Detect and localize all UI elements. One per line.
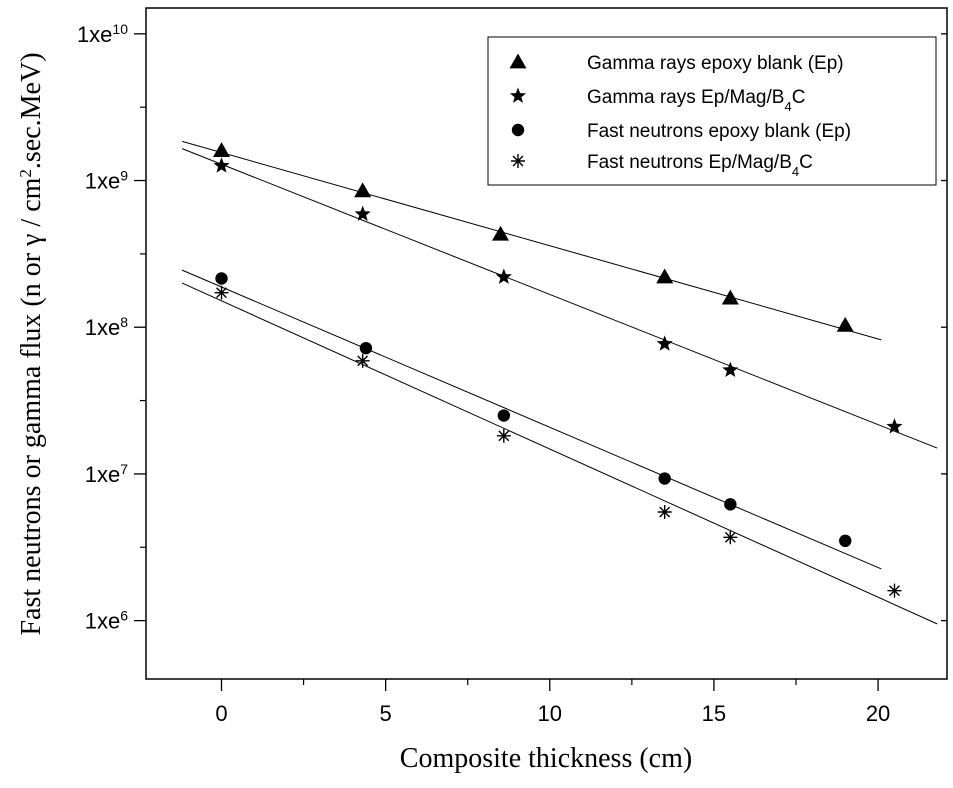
data-point-s1-2 xyxy=(354,182,372,198)
data-point-s4-4 xyxy=(657,505,672,520)
data-point-s4-6 xyxy=(887,583,902,598)
data-point-s3-4 xyxy=(658,472,671,485)
data-point-s1-5 xyxy=(721,289,739,305)
x-axis: 0 5 10 15 20 xyxy=(215,679,890,726)
y-tick-label: 1xe8 xyxy=(85,314,128,340)
x-tick-label: 10 xyxy=(538,701,562,726)
legend-marker-2 xyxy=(509,87,527,103)
legend-marker-3 xyxy=(511,123,525,137)
fit-line-3 xyxy=(181,269,882,570)
legend-label-1: Gamma rays epoxy blank (Ep) xyxy=(587,53,844,74)
legend-label-3: Fast neutrons epoxy blank (Ep) xyxy=(587,121,851,142)
x-tick-label: 5 xyxy=(380,701,392,726)
y-tick-label: 1xe10 xyxy=(77,21,128,47)
data-point-s2-5 xyxy=(722,361,739,377)
x-tick-label: 0 xyxy=(215,701,227,726)
data-point-s2-2 xyxy=(354,205,371,222)
data-point-s1-6 xyxy=(836,316,854,332)
x-tick-label: 15 xyxy=(702,701,726,726)
data-point-s3-2 xyxy=(359,341,373,355)
fit-lines xyxy=(181,140,938,625)
legend: Gamma rays epoxy blank (Ep) Gamma rays Ep… xyxy=(487,36,937,186)
y-axis: 1xe6 1xe7 1xe8 1xe9 1xe10 xyxy=(77,21,947,634)
data-point-s4-3 xyxy=(496,428,511,443)
data-point-s2-3 xyxy=(495,268,512,284)
data-point-s3-3 xyxy=(497,409,511,422)
fit-line-1 xyxy=(181,140,882,341)
data-point-s4-5 xyxy=(723,530,738,545)
plot-frame xyxy=(145,7,948,680)
data-point-s2-4 xyxy=(656,335,673,351)
data-point-s1-4 xyxy=(656,268,674,284)
data-point-s3-6 xyxy=(839,534,852,548)
data-point-s3-1 xyxy=(215,272,228,285)
legend-box xyxy=(487,36,937,186)
x-tick-label: 20 xyxy=(866,701,890,726)
data-point-s1-1 xyxy=(213,142,231,157)
data-point-s4-2 xyxy=(355,353,370,368)
data-point-s2-1 xyxy=(213,157,230,173)
y-tick-label: 1xe9 xyxy=(85,168,128,194)
fit-line-4 xyxy=(181,282,938,625)
data-point-s1-3 xyxy=(492,225,510,241)
y-tick-label: 1xe7 xyxy=(85,461,128,487)
legend-marker-1 xyxy=(509,53,527,69)
fit-line-2 xyxy=(181,148,938,449)
data-point-s4-1 xyxy=(214,285,229,300)
data-point-s3-5 xyxy=(724,498,737,511)
legend-marker-4 xyxy=(511,154,525,168)
legend-label-2: Gamma rays Ep/Mag/B4C xyxy=(587,87,805,114)
y-axis-title: Fast neutrons or gamma flux (n or γ / cm… xyxy=(16,52,48,635)
data-point-s2-6 xyxy=(886,418,903,434)
y-tick-label: 1xe6 xyxy=(85,608,128,634)
legend-label-4: Fast neutrons Ep/Mag/B4C xyxy=(587,152,813,179)
data-markers xyxy=(213,142,903,598)
x-axis-title: Composite thickness (cm) xyxy=(400,743,692,774)
